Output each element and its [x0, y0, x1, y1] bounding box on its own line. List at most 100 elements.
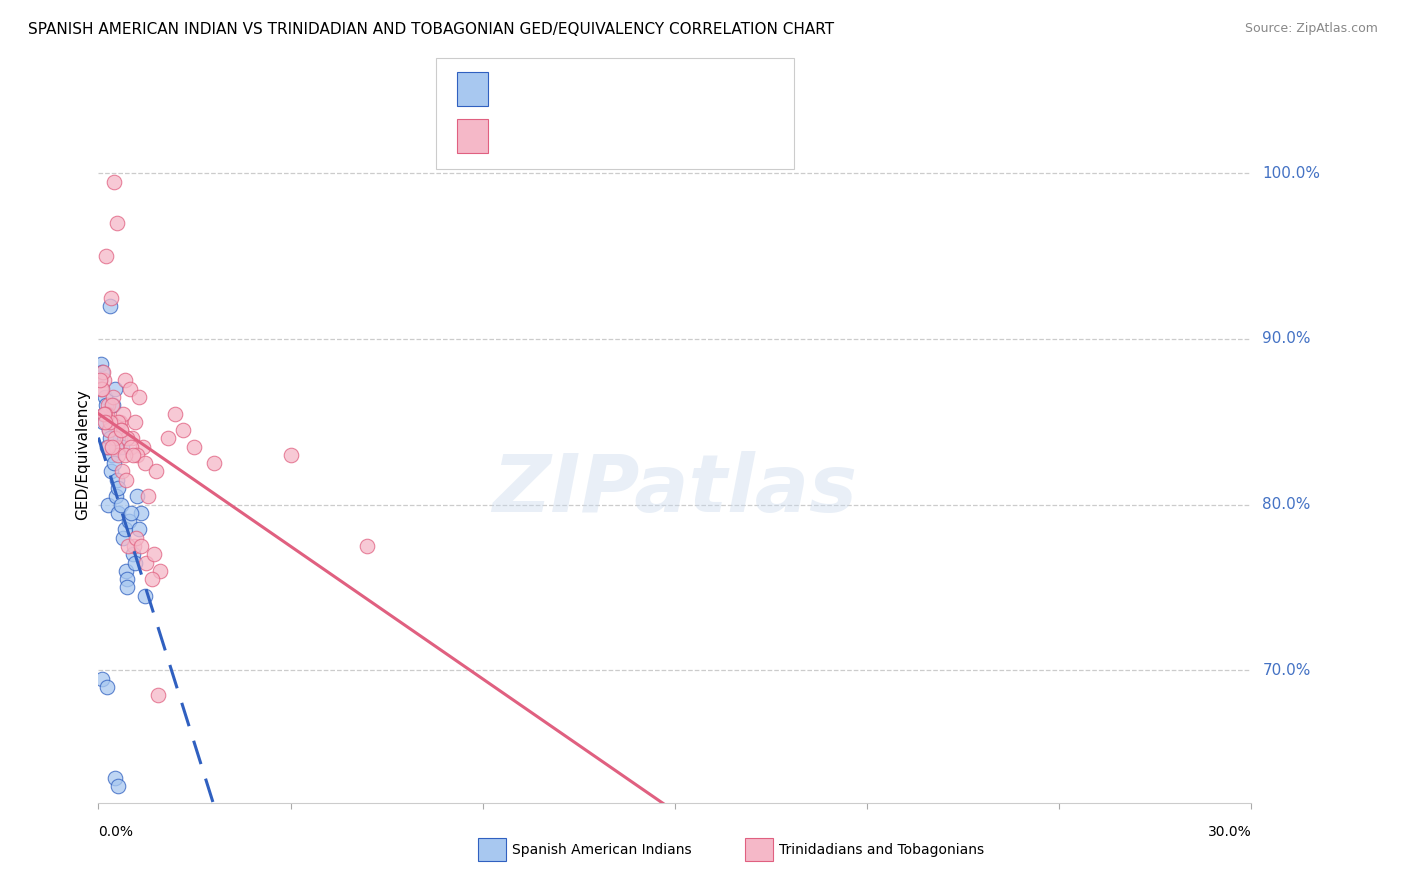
- Point: [280, 448, 302, 462]
- Point: [122, 539, 145, 553]
- Point: [94, 407, 117, 421]
- Point: [98, 431, 121, 445]
- Point: [101, 390, 124, 404]
- Point: [165, 407, 187, 421]
- Text: R =  0.183: R = 0.183: [496, 125, 585, 144]
- Point: [149, 564, 172, 578]
- Point: [112, 531, 135, 545]
- Point: [356, 539, 378, 553]
- Point: [103, 431, 125, 445]
- Point: [156, 431, 179, 445]
- Point: [122, 547, 145, 561]
- Point: [117, 431, 138, 445]
- Point: [98, 299, 121, 313]
- Text: ZIPatlas: ZIPatlas: [492, 450, 858, 529]
- Point: [117, 581, 138, 595]
- Text: 100.0%: 100.0%: [1263, 166, 1320, 181]
- Point: [101, 440, 124, 454]
- Point: [98, 423, 121, 437]
- Point: [172, 423, 194, 437]
- Point: [108, 415, 131, 429]
- Point: [97, 498, 120, 512]
- Text: 70.0%: 70.0%: [1263, 663, 1310, 678]
- Point: [107, 506, 129, 520]
- Point: [89, 373, 111, 387]
- Point: [107, 481, 129, 495]
- Point: [94, 398, 117, 412]
- Point: [103, 456, 125, 470]
- Point: [135, 556, 157, 570]
- Point: [129, 539, 152, 553]
- Point: [101, 448, 124, 462]
- Point: [96, 680, 118, 694]
- Point: [124, 556, 146, 570]
- Point: [117, 539, 139, 553]
- Point: [114, 373, 136, 387]
- Point: [101, 398, 124, 412]
- Point: [103, 175, 125, 189]
- Point: [96, 407, 118, 421]
- Point: [110, 423, 132, 437]
- Point: [112, 407, 135, 421]
- Point: [143, 547, 166, 561]
- Point: [91, 365, 114, 379]
- Point: [202, 456, 225, 470]
- Text: N = 34: N = 34: [619, 77, 681, 95]
- Text: SPANISH AMERICAN INDIAN VS TRINIDADIAN AND TOBAGONIAN GED/EQUIVALENCY CORRELATIO: SPANISH AMERICAN INDIAN VS TRINIDADIAN A…: [28, 22, 834, 37]
- Point: [118, 514, 141, 528]
- Point: [134, 589, 156, 603]
- Point: [107, 415, 129, 429]
- Point: [117, 572, 138, 586]
- Point: [108, 431, 131, 445]
- Point: [91, 672, 114, 686]
- Point: [93, 407, 115, 421]
- Point: [97, 398, 120, 412]
- Text: 90.0%: 90.0%: [1263, 332, 1310, 346]
- Point: [89, 373, 111, 387]
- Point: [91, 415, 114, 429]
- Point: [107, 448, 129, 462]
- Point: [101, 398, 124, 412]
- Y-axis label: GED/Equivalency: GED/Equivalency: [75, 390, 90, 520]
- Point: [125, 489, 148, 503]
- Point: [145, 465, 167, 479]
- Point: [98, 423, 121, 437]
- Point: [104, 440, 127, 454]
- Text: 0.0%: 0.0%: [98, 825, 134, 839]
- Point: [110, 423, 132, 437]
- Point: [115, 473, 138, 487]
- Point: [104, 489, 127, 503]
- Point: [96, 440, 118, 454]
- Point: [183, 440, 205, 454]
- Point: [93, 407, 115, 421]
- Point: [124, 415, 146, 429]
- Point: [146, 688, 169, 702]
- Point: [110, 498, 132, 512]
- Point: [98, 415, 121, 429]
- Text: N = 60: N = 60: [619, 125, 681, 144]
- Point: [100, 291, 122, 305]
- Text: Spanish American Indians: Spanish American Indians: [512, 843, 692, 857]
- Point: [103, 382, 125, 396]
- Point: [90, 357, 112, 371]
- Point: [129, 506, 152, 520]
- Point: [91, 382, 114, 396]
- Point: [100, 465, 122, 479]
- Point: [115, 564, 138, 578]
- Point: [141, 572, 163, 586]
- Point: [120, 440, 142, 454]
- Point: [125, 531, 148, 545]
- Point: [125, 448, 148, 462]
- Point: [131, 440, 153, 454]
- Point: [93, 415, 115, 429]
- Point: [103, 771, 125, 785]
- Point: [118, 382, 141, 396]
- Point: [122, 448, 145, 462]
- Point: [97, 440, 120, 454]
- Point: [114, 523, 136, 537]
- Point: [105, 473, 128, 487]
- Point: [138, 489, 160, 503]
- Point: [107, 779, 129, 793]
- Point: [128, 523, 150, 537]
- Point: [90, 382, 112, 396]
